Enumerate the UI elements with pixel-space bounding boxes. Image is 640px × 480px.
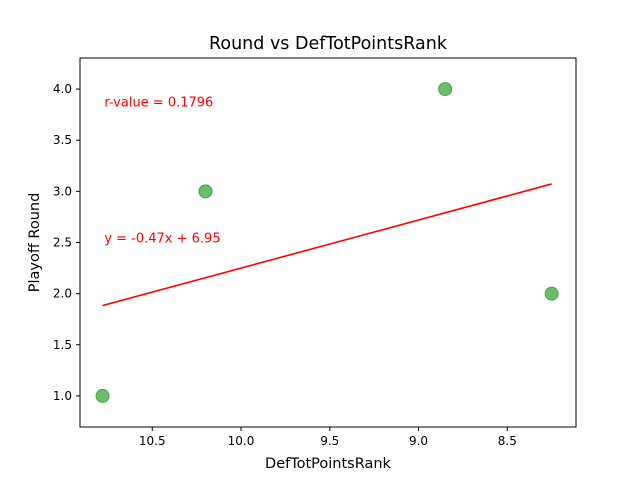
x-tick-label: 10.5 [139,434,166,448]
annotation-r-value: r-value = 0.1796 [104,95,213,110]
x-tick-label: 10.0 [228,434,255,448]
data-point [438,82,453,97]
y-tick-label: 4.0 [53,82,72,96]
x-tick-label: 9.0 [409,434,428,448]
x-axis-label: DefTotPointsRank [265,456,392,472]
annotation-equation: y = -0.47x + 6.95 [104,232,220,247]
data-point [95,388,110,403]
chart-title: Round vs DefTotPointsRank [209,34,448,54]
y-axis-ticks: 1.0 1.5 2.0 2.5 3.0 3.5 4.0 [53,82,80,403]
regression-line [102,183,552,307]
y-tick-label: 2.0 [53,287,72,301]
y-axis-label: Playoff Round [27,193,43,293]
y-tick-label: 1.5 [53,338,72,352]
points-layer [95,82,559,403]
data-point [544,286,559,301]
x-tick-label: 8.5 [498,434,517,448]
y-tick-label: 2.5 [53,236,72,250]
plot-area [80,58,576,427]
y-tick-label: 3.0 [53,184,72,198]
x-tick-label: 9.5 [320,434,339,448]
annotations-layer: r-value = 0.1796 y = -0.47x + 6.95 [104,95,220,246]
y-tick-label: 1.0 [53,389,72,403]
regression-layer [102,183,552,307]
x-axis-ticks: 10.5 10.0 9.5 9.0 8.5 [139,427,517,448]
data-point [198,184,213,199]
y-tick-label: 3.5 [53,133,72,147]
